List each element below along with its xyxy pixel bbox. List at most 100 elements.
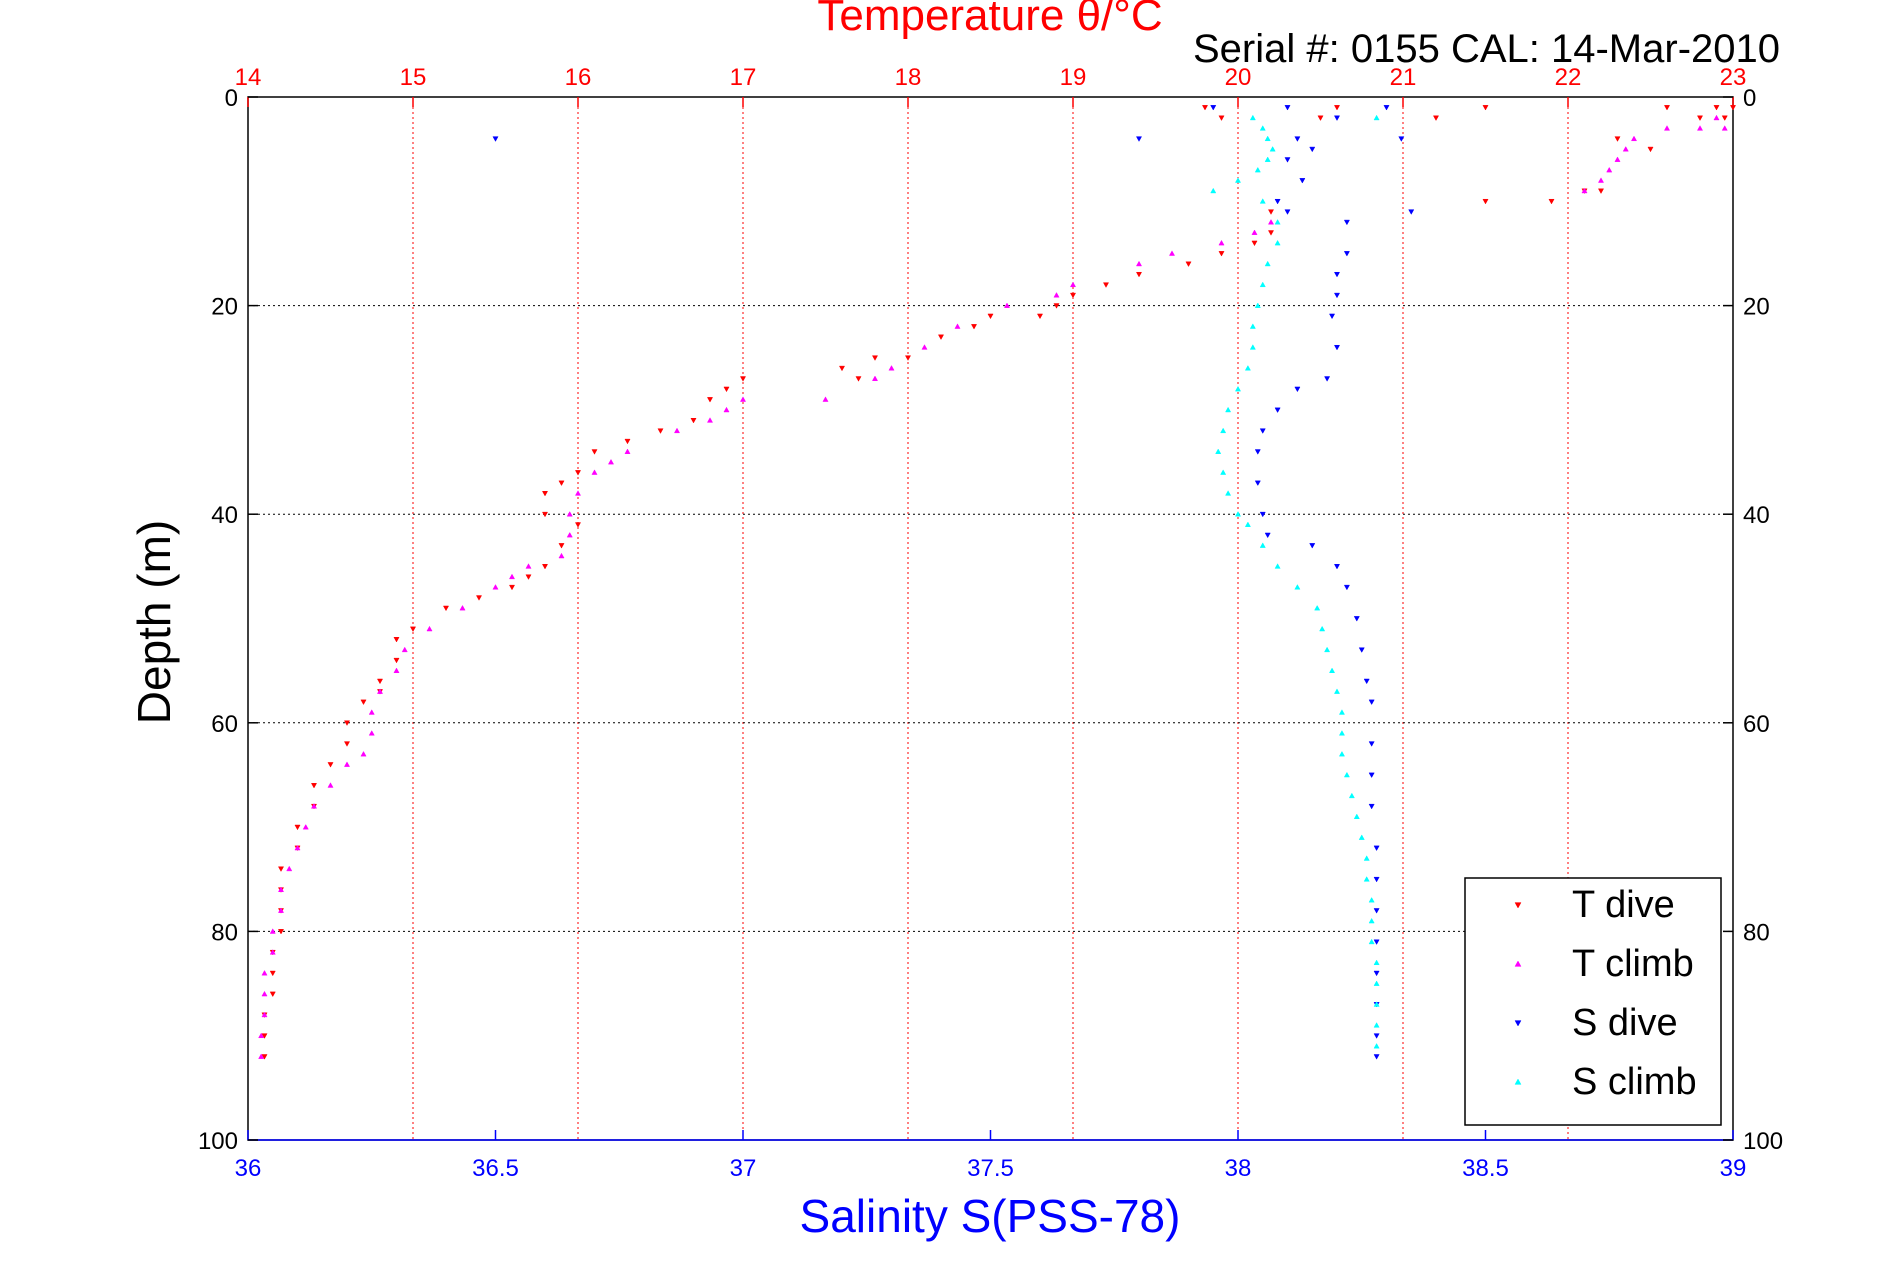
data-point bbox=[1338, 730, 1345, 736]
data-point bbox=[1267, 209, 1275, 215]
depth-tick-label: 0 bbox=[1743, 85, 1756, 112]
data-point bbox=[393, 637, 400, 643]
data-point bbox=[1363, 876, 1370, 882]
data-point bbox=[558, 543, 565, 549]
data-point bbox=[1713, 114, 1720, 121]
data-point bbox=[1329, 313, 1336, 320]
data-point bbox=[1358, 647, 1365, 653]
data-point bbox=[1324, 376, 1331, 382]
data-point bbox=[1373, 114, 1380, 121]
data-point bbox=[954, 323, 961, 329]
data-point bbox=[1259, 125, 1266, 131]
data-point bbox=[558, 480, 565, 487]
temperature-tick-label: 21 bbox=[1390, 64, 1417, 91]
data-point bbox=[261, 1054, 268, 1060]
data-point bbox=[739, 396, 747, 402]
data-point bbox=[1053, 303, 1060, 309]
data-point bbox=[1259, 511, 1266, 518]
data-point bbox=[1135, 136, 1143, 142]
data-point bbox=[574, 470, 582, 476]
legend-marker bbox=[1514, 902, 1522, 909]
data-point bbox=[739, 376, 747, 382]
data-point bbox=[1294, 136, 1301, 142]
data-point bbox=[1663, 105, 1671, 111]
data-point bbox=[1274, 219, 1281, 225]
data-point bbox=[261, 970, 268, 976]
data-point bbox=[1614, 136, 1621, 142]
data-point bbox=[1210, 105, 1217, 111]
data-point bbox=[1036, 313, 1044, 320]
data-point bbox=[525, 563, 532, 569]
data-point bbox=[1251, 229, 1258, 235]
data-point bbox=[459, 604, 466, 611]
data-point bbox=[706, 397, 714, 403]
salinity-tick-label: 38.5 bbox=[1462, 1155, 1509, 1182]
data-point bbox=[261, 990, 268, 997]
data-point bbox=[442, 605, 450, 612]
data-point bbox=[1373, 980, 1380, 986]
data-point bbox=[277, 907, 285, 913]
salinity-tick-label: 37.5 bbox=[967, 1155, 1014, 1182]
data-point bbox=[1294, 386, 1301, 393]
data-point bbox=[1218, 239, 1225, 246]
data-point bbox=[541, 491, 549, 497]
depth-tick-label: 60 bbox=[211, 711, 238, 738]
data-point bbox=[1358, 834, 1365, 840]
data-point bbox=[1135, 260, 1143, 267]
data-point bbox=[1713, 105, 1720, 111]
data-point bbox=[1264, 156, 1271, 162]
data-point bbox=[1234, 511, 1242, 517]
data-point bbox=[1069, 292, 1077, 299]
data-point bbox=[970, 324, 978, 330]
data-point bbox=[492, 584, 499, 590]
data-point bbox=[1299, 178, 1306, 184]
salinity-tick-label: 36 bbox=[235, 1155, 262, 1182]
data-point bbox=[1274, 239, 1281, 246]
data-point bbox=[1251, 240, 1258, 247]
legend-box bbox=[1464, 877, 1722, 1126]
data-point bbox=[1721, 125, 1728, 131]
data-point bbox=[1249, 323, 1256, 329]
data-point bbox=[1597, 177, 1605, 183]
data-point bbox=[258, 1032, 265, 1039]
temperature-tick-label: 16 bbox=[565, 64, 592, 91]
data-point bbox=[1135, 271, 1143, 278]
data-point bbox=[286, 865, 293, 872]
data-point bbox=[673, 427, 681, 434]
data-point bbox=[327, 762, 334, 768]
data-point bbox=[706, 417, 714, 423]
data-point bbox=[409, 626, 417, 633]
data-point bbox=[1259, 542, 1266, 548]
data-point bbox=[1343, 584, 1350, 591]
data-point bbox=[1324, 646, 1331, 653]
data-point bbox=[1249, 114, 1256, 121]
depth-tick-label: 80 bbox=[211, 919, 238, 946]
data-point bbox=[1373, 939, 1380, 945]
data-point bbox=[904, 355, 912, 361]
data-point bbox=[343, 741, 351, 747]
data-point bbox=[327, 782, 334, 788]
depth-tick-label: 80 bbox=[1743, 919, 1770, 946]
data-point bbox=[1267, 219, 1275, 225]
data-point bbox=[1363, 678, 1370, 685]
data-point bbox=[1333, 564, 1341, 570]
data-point bbox=[1244, 365, 1251, 371]
data-point bbox=[591, 449, 598, 455]
data-point bbox=[1343, 251, 1350, 257]
data-point bbox=[310, 803, 318, 809]
data-point bbox=[1269, 146, 1276, 152]
depth-tick-label: 40 bbox=[1743, 502, 1770, 529]
data-point bbox=[1622, 146, 1629, 152]
data-point bbox=[294, 824, 301, 831]
data-point bbox=[1368, 699, 1375, 706]
data-point bbox=[376, 688, 384, 694]
data-point bbox=[1373, 959, 1380, 966]
data-point bbox=[1333, 105, 1341, 111]
depth-tick-label: 100 bbox=[1743, 1128, 1783, 1155]
legend-marker bbox=[1514, 1078, 1522, 1085]
data-point bbox=[1259, 198, 1266, 204]
salinity-tick-label: 36.5 bbox=[472, 1155, 519, 1182]
data-point bbox=[261, 1033, 268, 1039]
data-point bbox=[855, 376, 862, 382]
data-point bbox=[1729, 105, 1737, 111]
